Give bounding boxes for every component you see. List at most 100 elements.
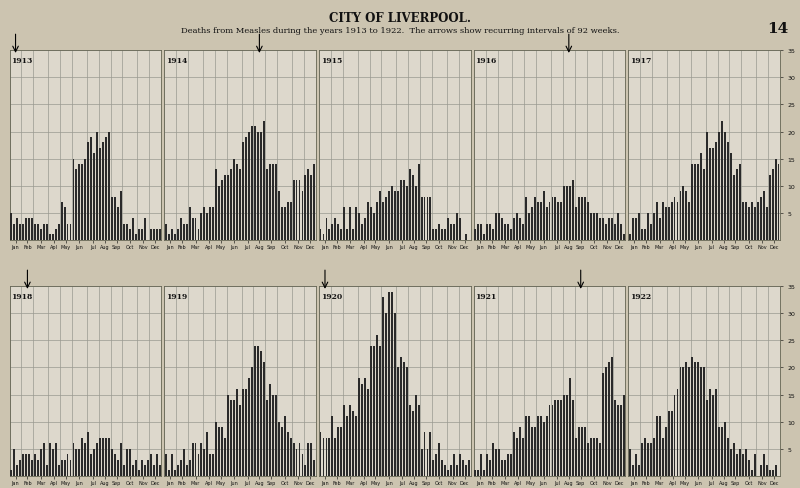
Bar (319, 229, 322, 240)
Bar (409, 170, 410, 240)
Bar (117, 460, 119, 476)
Bar (120, 192, 122, 240)
Bar (61, 203, 62, 240)
Bar (513, 432, 515, 476)
Bar (233, 400, 235, 476)
Bar (329, 438, 330, 476)
Bar (186, 224, 187, 240)
Bar (174, 235, 176, 240)
Bar (727, 143, 729, 240)
Bar (700, 368, 702, 476)
Bar (358, 379, 360, 476)
Bar (278, 422, 280, 476)
Bar (426, 197, 429, 240)
Bar (772, 470, 774, 476)
Bar (608, 219, 610, 240)
Bar (590, 438, 592, 476)
Bar (542, 192, 545, 240)
Bar (40, 229, 42, 240)
Bar (376, 203, 378, 240)
Bar (96, 444, 98, 476)
Bar (762, 454, 765, 476)
Bar (194, 219, 197, 240)
Bar (28, 454, 30, 476)
Bar (19, 460, 21, 476)
Bar (665, 208, 666, 240)
Bar (751, 203, 753, 240)
Bar (426, 449, 429, 476)
Text: 1918: 1918 (11, 292, 32, 300)
Bar (141, 229, 142, 240)
Bar (129, 229, 131, 240)
Bar (519, 219, 521, 240)
Bar (614, 400, 616, 476)
Bar (10, 213, 12, 240)
Bar (534, 427, 536, 476)
Bar (165, 454, 166, 476)
Text: 1922: 1922 (630, 292, 651, 300)
Bar (126, 224, 128, 240)
Bar (222, 427, 223, 476)
Bar (653, 213, 654, 240)
Bar (156, 454, 158, 476)
Bar (257, 346, 259, 476)
Bar (75, 170, 78, 240)
Bar (370, 346, 372, 476)
Bar (578, 427, 580, 476)
Bar (224, 176, 226, 240)
Bar (82, 438, 83, 476)
Bar (233, 159, 235, 240)
Bar (373, 346, 375, 476)
Text: CITY OF LIVERPOOL.: CITY OF LIVERPOOL. (329, 12, 471, 25)
Bar (263, 362, 265, 476)
Bar (49, 444, 50, 476)
Bar (748, 460, 750, 476)
Bar (114, 197, 116, 240)
Bar (442, 460, 443, 476)
Bar (34, 224, 36, 240)
Bar (682, 368, 685, 476)
Bar (111, 197, 113, 240)
Bar (742, 203, 744, 240)
Text: 1916: 1916 (475, 57, 497, 65)
Bar (290, 438, 291, 476)
Bar (656, 416, 658, 476)
Bar (430, 432, 431, 476)
Bar (492, 229, 494, 240)
Text: 14: 14 (766, 22, 788, 36)
Bar (582, 427, 583, 476)
Bar (519, 427, 521, 476)
Bar (632, 219, 634, 240)
Bar (522, 438, 524, 476)
Bar (37, 460, 38, 476)
Bar (525, 416, 526, 476)
Bar (46, 465, 48, 476)
Bar (331, 224, 334, 240)
Text: 1921: 1921 (475, 292, 497, 300)
Bar (516, 213, 518, 240)
Bar (168, 470, 170, 476)
Bar (480, 454, 482, 476)
Bar (46, 224, 48, 240)
Bar (706, 400, 708, 476)
Bar (58, 465, 59, 476)
Bar (355, 416, 357, 476)
Bar (189, 208, 190, 240)
Bar (63, 460, 66, 476)
Bar (331, 416, 334, 476)
Bar (647, 444, 649, 476)
Bar (402, 181, 405, 240)
Bar (230, 170, 232, 240)
Bar (644, 229, 646, 240)
Bar (546, 208, 547, 240)
Bar (402, 362, 405, 476)
Bar (224, 438, 226, 476)
Bar (117, 208, 119, 240)
Bar (222, 181, 223, 240)
Bar (641, 229, 643, 240)
Bar (748, 208, 750, 240)
Bar (486, 224, 488, 240)
Bar (90, 454, 92, 476)
Bar (314, 165, 315, 240)
Bar (721, 427, 723, 476)
